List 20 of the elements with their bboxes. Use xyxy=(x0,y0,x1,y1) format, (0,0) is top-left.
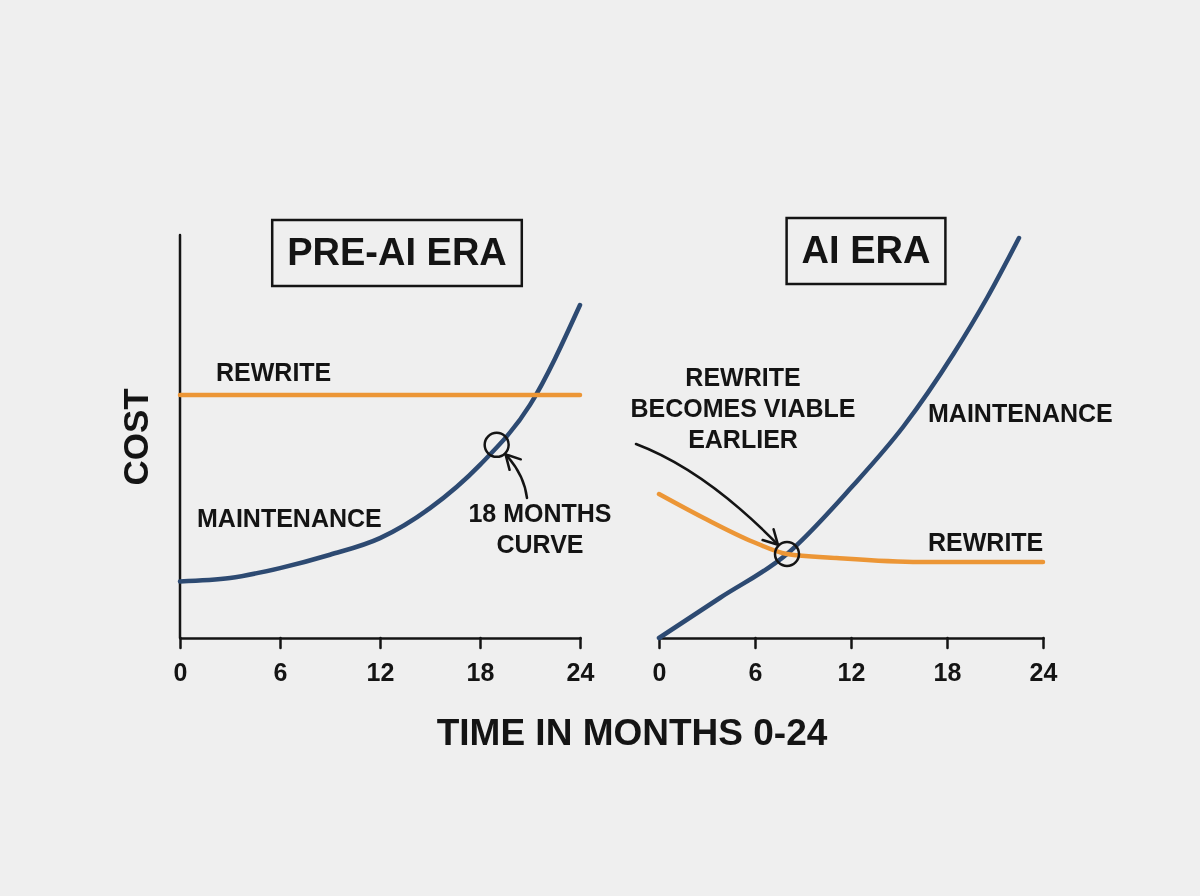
x-tick-label: 24 xyxy=(1029,657,1058,686)
series-label: MAINTENANCE xyxy=(197,504,382,532)
x-tick-label: 12 xyxy=(366,657,395,686)
chart-title: PRE-AI ERA xyxy=(287,231,507,273)
series-label: REWRITE xyxy=(928,528,1044,556)
x-tick-label: 6 xyxy=(273,657,288,686)
x-tick-label: 0 xyxy=(173,657,188,686)
chart-title: AI ERA xyxy=(801,229,931,271)
x-axis-title: TIME IN MONTHS 0-24 xyxy=(436,712,828,753)
series-label: REWRITE xyxy=(216,358,332,386)
series-label: MAINTENANCE xyxy=(928,399,1113,427)
x-tick-label: 6 xyxy=(748,657,763,686)
annotation: REWRITE BECOMES VIABLE EARLIER xyxy=(630,363,856,453)
annotation: 18 MONTHS CURVE xyxy=(468,499,612,558)
x-tick-label: 24 xyxy=(566,657,595,686)
x-tick-label: 18 xyxy=(933,657,962,686)
x-tick-label: 18 xyxy=(466,657,495,686)
y-axis-title: COST xyxy=(115,388,155,486)
x-tick-label: 12 xyxy=(837,657,866,686)
x-tick-label: 0 xyxy=(652,657,667,686)
